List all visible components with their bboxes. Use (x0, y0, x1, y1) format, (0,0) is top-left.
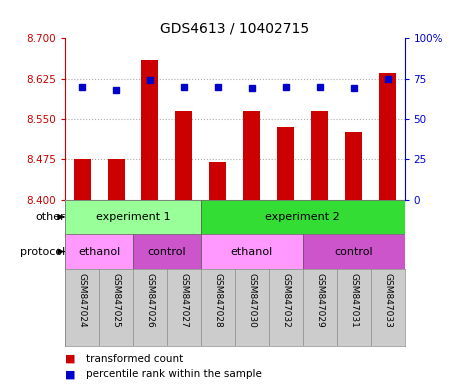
Text: GSM847031: GSM847031 (349, 273, 358, 328)
Bar (73, 159, 91, 200)
Bar (209, 162, 226, 200)
Text: control: control (334, 247, 373, 257)
Text: GSM847030: GSM847030 (247, 273, 256, 328)
Text: ethanol: ethanol (231, 247, 273, 257)
Text: experiment 2: experiment 2 (266, 212, 340, 222)
Bar (65, 200, 201, 234)
Text: GSM847025: GSM847025 (112, 273, 120, 328)
Bar (201, 200, 405, 234)
Bar (243, 111, 260, 200)
Text: GSM847028: GSM847028 (213, 273, 222, 328)
Title: GDS4613 / 10402715: GDS4613 / 10402715 (160, 22, 309, 36)
Bar (65, 234, 133, 269)
Bar (277, 127, 294, 200)
Text: ■: ■ (65, 369, 76, 379)
Text: GSM847029: GSM847029 (315, 273, 324, 328)
Text: other: other (35, 212, 65, 222)
Bar (311, 111, 328, 200)
Bar (201, 234, 303, 269)
Text: ethanol: ethanol (78, 247, 120, 257)
Text: control: control (147, 247, 186, 257)
Bar (303, 234, 405, 269)
Bar (141, 60, 159, 200)
Text: GSM847027: GSM847027 (179, 273, 188, 328)
Text: percentile rank within the sample: percentile rank within the sample (86, 369, 262, 379)
Text: GSM847033: GSM847033 (383, 273, 392, 328)
Bar (379, 73, 396, 200)
Text: GSM847024: GSM847024 (78, 273, 86, 327)
Bar (107, 159, 125, 200)
Text: transformed count: transformed count (86, 354, 183, 364)
Text: GSM847026: GSM847026 (146, 273, 154, 328)
Bar (133, 234, 201, 269)
Text: ■: ■ (65, 354, 76, 364)
Text: protocol: protocol (20, 247, 65, 257)
Text: GSM847032: GSM847032 (281, 273, 290, 328)
Bar (345, 132, 362, 200)
Text: experiment 1: experiment 1 (96, 212, 170, 222)
Bar (175, 111, 193, 200)
